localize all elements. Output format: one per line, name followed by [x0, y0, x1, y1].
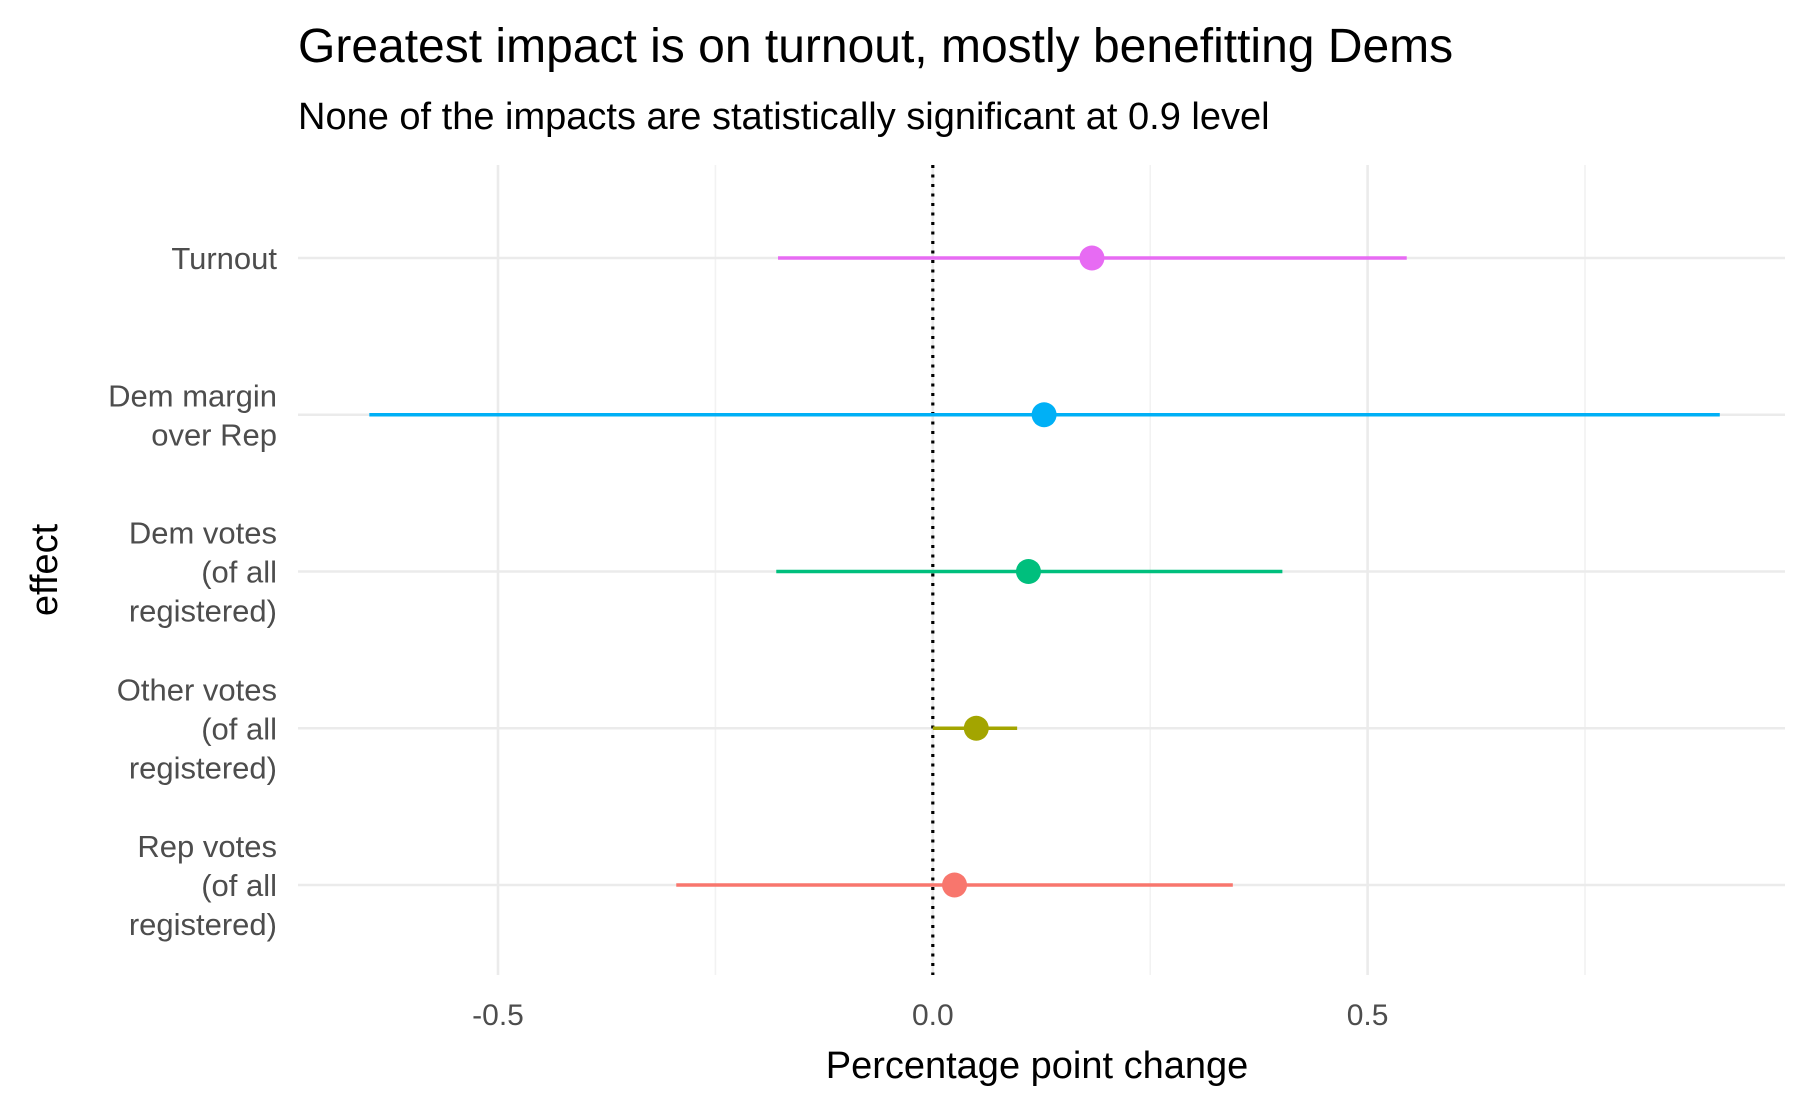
point-estimate [1031, 402, 1057, 428]
y-tick-label: Turnout [171, 241, 277, 276]
point-estimate [1015, 559, 1041, 584]
y-axis-title: effect [24, 523, 66, 616]
x-tick-label: 0.5 [1347, 999, 1389, 1032]
y-tick-label: Other votes (of all registered) [117, 672, 277, 785]
point-estimates [942, 245, 1105, 898]
y-tick-label: Dem votes (of all registered) [129, 516, 277, 629]
y-tick-labels: Rep votes (of all registered) Other votes (o… [108, 241, 277, 942]
x-tick-labels: -0.5 0.0 0.5 [472, 999, 1388, 1032]
x-tick-label: 0.0 [912, 999, 954, 1032]
chart-title: Greatest impact is on turnout, mostly be… [298, 20, 1453, 73]
y-tick-label: Dem margin over Rep [108, 378, 277, 452]
point-estimate [963, 715, 989, 741]
point-estimate [1079, 245, 1105, 271]
point-estimate [942, 872, 968, 898]
x-tick-label: -0.5 [472, 999, 524, 1032]
y-tick-label: Rep votes (of all registered) [129, 829, 277, 942]
chart-subtitle: None of the impacts are statistically si… [298, 96, 1270, 138]
x-axis-title: Percentage point change [826, 1045, 1249, 1087]
